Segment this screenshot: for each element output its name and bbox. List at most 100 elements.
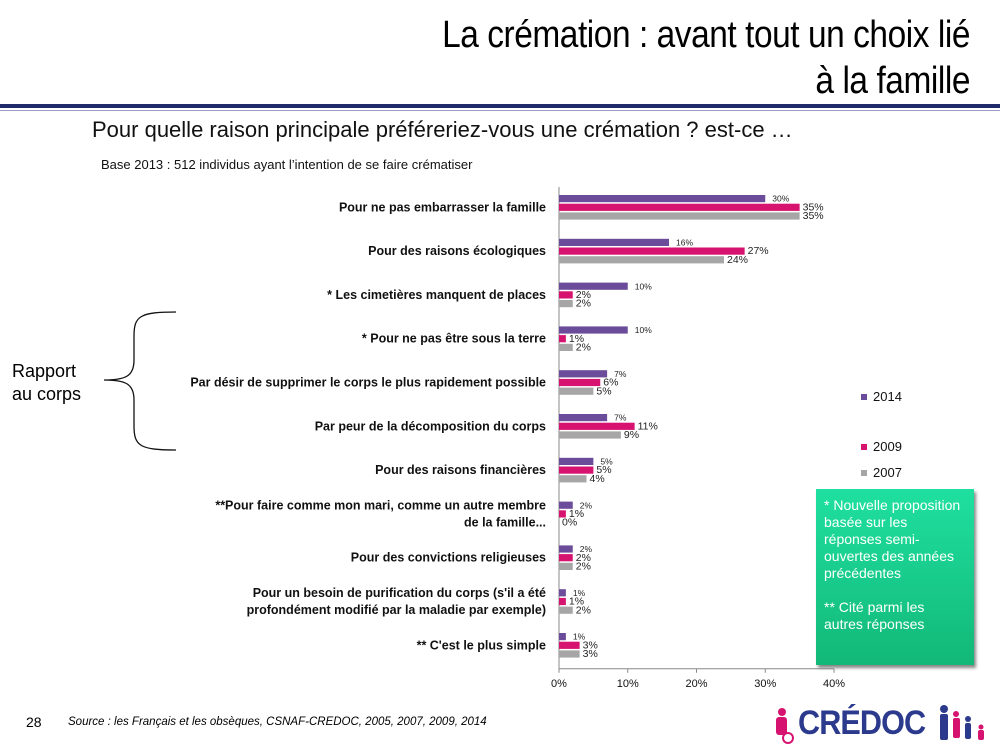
data-label-2009: 6% (603, 377, 618, 389)
bar-2009 (559, 335, 566, 343)
bar-2014 (559, 282, 628, 290)
data-label-2009: 1% (569, 508, 584, 520)
data-label-2014: 5% (600, 457, 613, 467)
bar-2009 (559, 641, 580, 649)
data-label-2014: 10% (635, 281, 652, 291)
legend-label-2014: 2014 (873, 389, 902, 404)
legend-swatch-2014 (861, 394, 867, 400)
logo-figures-icon (776, 705, 984, 744)
bar-2007 (559, 256, 724, 264)
data-label-2007: 2% (576, 298, 591, 310)
bar-2009 (559, 378, 601, 387)
x-tick-label: 0% (551, 678, 567, 690)
bar-2009 (559, 247, 745, 255)
data-label-2009: 2% (576, 552, 591, 564)
data-label-2009: 2% (576, 289, 591, 301)
slide-title-line2: à la famille (815, 60, 970, 102)
bar-2014 (559, 501, 573, 509)
data-label-2009: 27% (748, 245, 769, 257)
source-note: Source : les Français et les obsèques, C… (68, 716, 487, 728)
page-number: 28 (26, 714, 42, 730)
data-label-2007: 0% (562, 517, 577, 529)
bar-2009 (559, 510, 566, 518)
survey-question: Pour quelle raison principale préférerie… (92, 117, 793, 142)
bar-2007 (559, 343, 573, 351)
bar-2014 (559, 238, 669, 246)
data-label-2014: 2% (580, 544, 593, 554)
bar-2007 (559, 650, 580, 658)
bar-2007 (559, 300, 573, 308)
bar-2014 (559, 195, 766, 203)
bar-2014 (559, 326, 628, 334)
data-label-2014: 7% (614, 413, 627, 423)
data-label-2007: 2% (576, 604, 591, 616)
bar-2009 (559, 422, 635, 430)
data-label-2014: 2% (580, 500, 593, 510)
category-label: Pour des convictions religieuses (351, 551, 546, 565)
bracket-label-line1: Rapport (12, 361, 77, 381)
bar-2014 (559, 370, 608, 378)
data-label-2007: 24% (727, 254, 748, 266)
note-new-proposition: * Nouvelle proposition basée sur les rép… (824, 497, 961, 581)
legend-label-2009: 2009 (873, 439, 902, 454)
data-label-2014: 16% (676, 238, 693, 248)
bar-2014 (559, 633, 566, 641)
data-label-2009: 5% (596, 464, 611, 476)
x-tick-label: 40% (823, 678, 845, 690)
category-label: Pour un besoin de purification du corps … (247, 586, 546, 617)
bar-2007 (559, 562, 573, 570)
legend-label-2007: 2007 (873, 465, 902, 480)
legend-swatch-2009 (861, 444, 867, 450)
slide-title: La crémation : avant tout un choix lié à… (354, 12, 970, 104)
slide-title-line1: La crémation : avant tout un choix lié (442, 14, 971, 56)
note-cited-other: ** Cité parmi les autres réponses (824, 599, 925, 632)
bar-2009 (559, 597, 566, 606)
x-tick-label: 10% (617, 678, 639, 690)
data-label-2007: 3% (583, 648, 598, 660)
data-label-2009: 11% (638, 420, 658, 432)
category-label: Par désir de supprimer le corps le plus … (190, 376, 546, 390)
category-label: * Pour ne pas être sous la terre (362, 332, 546, 346)
data-label-2014: 7% (614, 369, 627, 379)
data-label-2007: 5% (596, 385, 611, 397)
category-label: * Les cimetières manquent de places (327, 288, 546, 302)
data-label-2007: 35% (803, 210, 824, 222)
note-box: * Nouvelle proposition basée sur les rép… (816, 489, 974, 665)
bracket-label: Rapport au corps (12, 360, 81, 406)
data-label-2014: 1% (573, 632, 586, 642)
bar-2014 (559, 414, 608, 422)
bar-2014 (559, 545, 573, 553)
data-label-2009: 3% (583, 639, 598, 651)
x-tick-label: 30% (754, 678, 776, 690)
category-label: ** C'est le plus simple (417, 638, 546, 652)
logo-text: CRÉDOC (798, 704, 926, 742)
data-label-2009: 1% (569, 596, 584, 608)
bar-2007 (559, 212, 800, 220)
category-label: Pour ne pas embarrasser la famille (339, 200, 546, 214)
bar-2009 (559, 203, 800, 211)
sample-base: Base 2013 : 512 individus ayant l’intent… (101, 157, 473, 172)
bar-2007 (559, 431, 621, 439)
bar-2009 (559, 554, 573, 562)
bar-2014 (559, 457, 594, 465)
category-label: **Pour faire comme mon mari, comme un au… (215, 498, 546, 529)
bar-2007 (559, 387, 594, 395)
data-label-2007: 2% (576, 342, 591, 354)
title-divider (0, 104, 1000, 108)
title-divider-thin (0, 110, 1000, 111)
data-label-2014: 30% (772, 194, 789, 204)
data-label-2014: 1% (573, 588, 586, 598)
category-label: Pour des raisons financières (375, 463, 546, 477)
data-label-2014: 10% (635, 325, 652, 335)
bar-2009 (559, 466, 594, 474)
bar-2007 (559, 475, 587, 483)
bracket-label-line2: au corps (12, 384, 82, 404)
data-label-2009: 1% (569, 333, 584, 345)
bar-2009 (559, 291, 573, 299)
category-label: Pour des raisons écologiques (368, 244, 546, 258)
x-tick-label: 20% (685, 678, 707, 690)
bar-2014 (559, 589, 566, 597)
category-label: Par peur de la décomposition du corps (315, 419, 546, 433)
